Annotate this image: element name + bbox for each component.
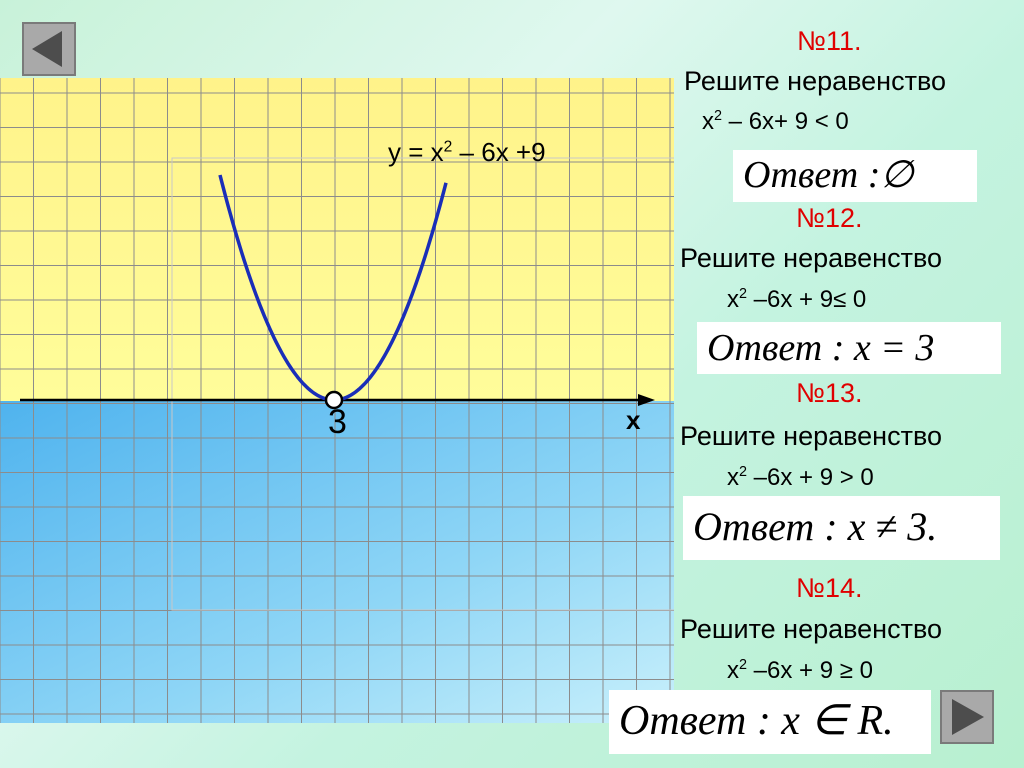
next-slide-button[interactable] bbox=[940, 690, 994, 744]
x-axis-label: x bbox=[626, 405, 641, 435]
task-title-12: Решите неравенство bbox=[680, 243, 943, 273]
answer-12: Ответ : x = 3 bbox=[697, 322, 1001, 374]
answer-13: Ответ : x ≠ 3. bbox=[683, 496, 1000, 560]
negative-region bbox=[0, 401, 674, 723]
inequality-12: x2 –6x + 9≤ 0 bbox=[727, 286, 867, 313]
answer-11: Ответ :∅ bbox=[733, 150, 977, 202]
task-number-12: №12. bbox=[796, 203, 863, 233]
inequality-14: x2 –6x + 9 ≥ 0 bbox=[727, 657, 873, 684]
answer-14: Ответ : x ∈ R. bbox=[609, 690, 931, 754]
task-number-13: №13. bbox=[796, 378, 863, 408]
triangle-right-icon bbox=[952, 699, 984, 735]
positive-region bbox=[0, 78, 674, 401]
inequality-11: x2 – 6x+ 9 < 0 bbox=[702, 108, 849, 135]
triangle-left-icon bbox=[32, 31, 62, 67]
task-title-11: Решите неравенство bbox=[684, 66, 947, 96]
plot-frame bbox=[171, 157, 674, 611]
task-title-14: Решите неравенство bbox=[680, 614, 943, 644]
inequality-13: x2 –6x + 9 > 0 bbox=[727, 464, 874, 491]
previous-slide-button[interactable] bbox=[22, 22, 76, 76]
task-number-11: №11. bbox=[797, 26, 862, 56]
vertex-point bbox=[324, 390, 344, 410]
parabola-graph bbox=[0, 78, 674, 723]
function-label: y = x2 – 6x +9 bbox=[388, 137, 546, 167]
task-number-14: №14. bbox=[796, 573, 863, 603]
task-title-13: Решите неравенство bbox=[680, 421, 943, 451]
graph-panel bbox=[0, 78, 674, 723]
vertex-label: 3 bbox=[328, 403, 347, 441]
x-axis-arrow bbox=[638, 394, 655, 406]
